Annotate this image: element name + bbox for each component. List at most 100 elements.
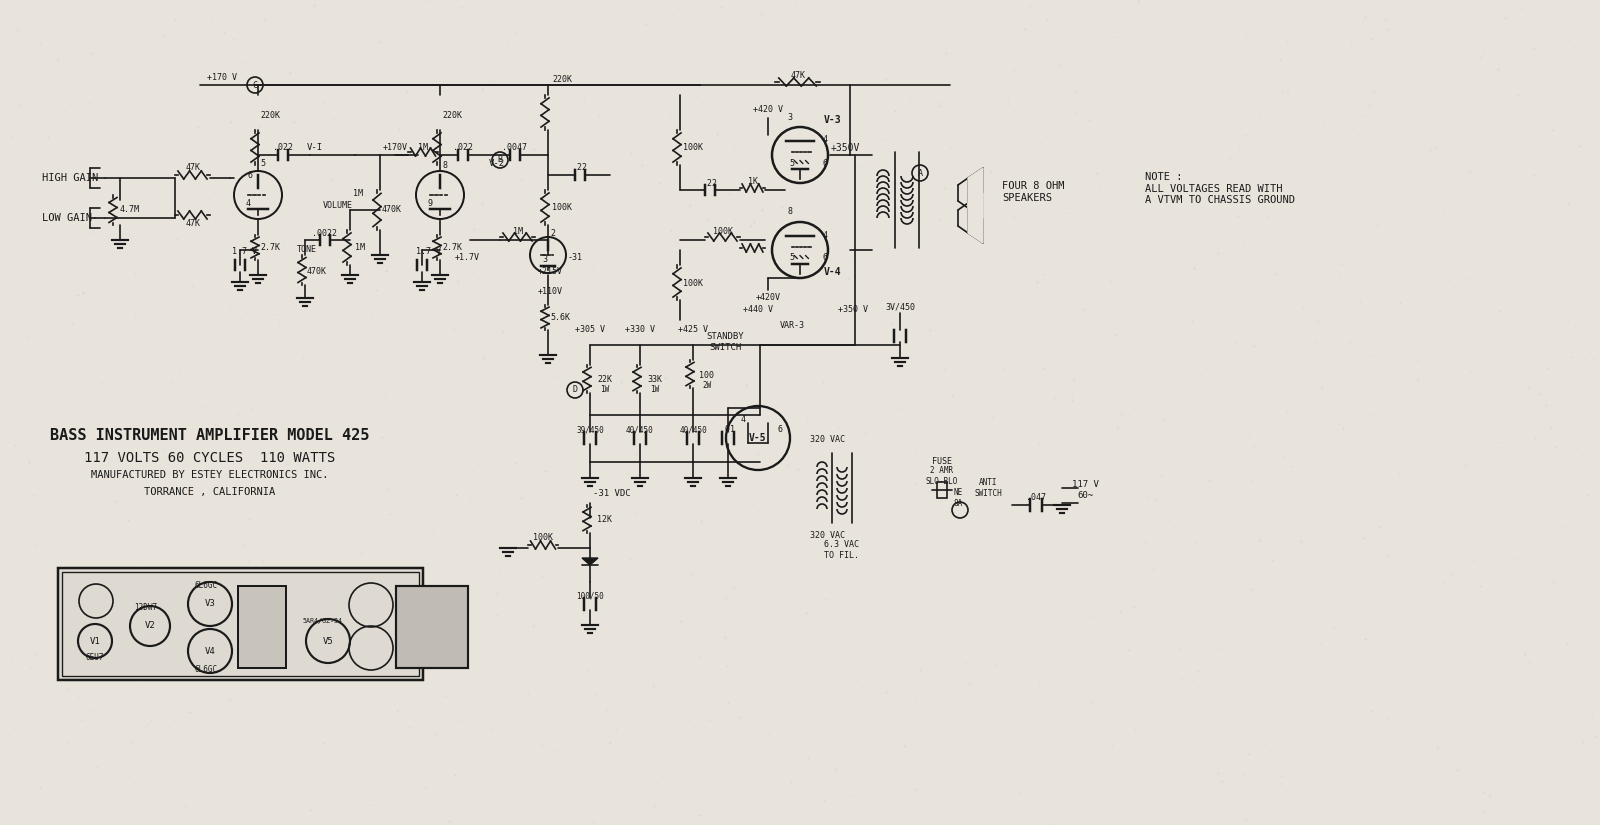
Text: 6L6GC: 6L6GC <box>195 666 218 675</box>
Text: 220K: 220K <box>442 111 462 120</box>
Text: 22K: 22K <box>597 375 613 384</box>
Text: +425 V: +425 V <box>678 326 707 334</box>
Text: -31: -31 <box>568 253 582 262</box>
Text: +330 V: +330 V <box>626 326 654 334</box>
Text: +170V: +170V <box>382 144 408 153</box>
Text: V4: V4 <box>205 647 216 656</box>
Text: 4: 4 <box>822 135 827 144</box>
Text: 5AR4/GZ-34: 5AR4/GZ-34 <box>302 618 342 624</box>
Text: 117 V
60~: 117 V 60~ <box>1072 480 1099 500</box>
Text: FOUR 8 OHM
SPEAKERS: FOUR 8 OHM SPEAKERS <box>1002 182 1064 203</box>
Text: 1M: 1M <box>355 243 365 252</box>
Text: 47K: 47K <box>186 219 200 229</box>
Bar <box>938 482 947 498</box>
Text: 1K: 1K <box>749 177 758 186</box>
Text: D: D <box>573 385 578 394</box>
Text: V5: V5 <box>323 637 333 645</box>
Text: 6: 6 <box>778 426 782 435</box>
Text: TONE: TONE <box>298 246 317 254</box>
Text: 320 VAC: 320 VAC <box>810 436 845 445</box>
Text: V3: V3 <box>205 600 216 609</box>
Text: .01: .01 <box>720 426 736 435</box>
Text: V-I: V-I <box>307 144 323 153</box>
Text: 5: 5 <box>789 158 795 167</box>
Text: 6EU7: 6EU7 <box>86 653 104 662</box>
Bar <box>62 572 419 676</box>
Text: V-5: V-5 <box>749 433 766 443</box>
Text: 1.7 V: 1.7 V <box>416 248 440 257</box>
Text: -31 VDC: -31 VDC <box>594 488 630 497</box>
Text: 8: 8 <box>443 161 448 169</box>
Text: .022: .022 <box>453 144 474 153</box>
Text: VAR-3: VAR-3 <box>779 320 805 329</box>
Text: 47K: 47K <box>790 70 805 79</box>
Text: 33K: 33K <box>648 375 662 384</box>
Text: A: A <box>917 168 923 177</box>
Text: .22: .22 <box>573 163 587 172</box>
Polygon shape <box>968 193 982 243</box>
Text: 9: 9 <box>427 199 432 208</box>
Text: V-2: V-2 <box>490 158 506 167</box>
Text: 3: 3 <box>787 112 792 121</box>
Text: +440 V: +440 V <box>742 305 773 314</box>
Text: .022: .022 <box>274 144 293 153</box>
Text: 2W: 2W <box>702 380 712 389</box>
Text: 220K: 220K <box>552 76 573 84</box>
Text: 100K: 100K <box>533 534 554 543</box>
Bar <box>58 568 422 680</box>
Text: +1.7V: +1.7V <box>454 252 480 262</box>
Text: ANTI
SWITCH: ANTI SWITCH <box>974 478 1002 497</box>
Text: 320 VAC: 320 VAC <box>810 531 845 540</box>
Text: 5: 5 <box>261 158 266 167</box>
Text: .0022: .0022 <box>312 229 338 238</box>
Text: C: C <box>253 81 258 89</box>
Text: BASS INSTRUMENT AMPLIFIER MODEL 425: BASS INSTRUMENT AMPLIFIER MODEL 425 <box>50 427 370 442</box>
Polygon shape <box>582 558 598 565</box>
Text: V-3: V-3 <box>824 115 842 125</box>
Text: 100K: 100K <box>714 228 733 237</box>
Text: 4: 4 <box>822 230 827 239</box>
Text: 100/50: 100/50 <box>576 592 603 601</box>
Text: +420 V: +420 V <box>754 106 782 115</box>
Text: +305 V: +305 V <box>574 326 605 334</box>
Text: .047: .047 <box>1026 493 1046 502</box>
Text: 117 VOLTS 60 CYCLES  110 WATTS: 117 VOLTS 60 CYCLES 110 WATTS <box>85 451 336 465</box>
Text: 4: 4 <box>741 416 746 425</box>
Text: 1.7 V: 1.7 V <box>232 248 258 257</box>
Text: 40/450: 40/450 <box>626 426 654 435</box>
Text: 12K: 12K <box>597 516 613 525</box>
Text: 40/450: 40/450 <box>678 426 707 435</box>
Text: .0047: .0047 <box>502 144 528 153</box>
Text: 1W: 1W <box>600 385 610 394</box>
Text: 4: 4 <box>245 199 251 208</box>
Text: 6.3 VAC
TO FIL.: 6.3 VAC TO FIL. <box>824 540 859 559</box>
Text: +215V: +215V <box>538 267 563 276</box>
Text: 3V/450: 3V/450 <box>885 303 915 312</box>
Text: +110V: +110V <box>538 287 563 296</box>
Text: 1M: 1M <box>354 188 363 197</box>
Text: .22: .22 <box>702 178 717 187</box>
Text: LOW GAIN: LOW GAIN <box>42 213 93 223</box>
Text: 6L6GC: 6L6GC <box>195 582 218 591</box>
Text: 5: 5 <box>789 253 795 262</box>
Text: HIGH GAIN: HIGH GAIN <box>42 173 98 183</box>
Polygon shape <box>968 168 982 218</box>
Text: 2 AMR
SLO-BLO: 2 AMR SLO-BLO <box>926 466 958 486</box>
Text: 39/450: 39/450 <box>576 426 603 435</box>
Text: NOTE :
ALL VOLTAGES READ WITH
A VTVM TO CHASSIS GROUND: NOTE : ALL VOLTAGES READ WITH A VTVM TO … <box>1146 172 1294 205</box>
Text: 2: 2 <box>550 229 555 238</box>
Text: V1: V1 <box>90 637 101 645</box>
Text: 6: 6 <box>822 253 827 262</box>
Text: 6: 6 <box>822 158 827 167</box>
Text: 100K: 100K <box>683 144 702 153</box>
Text: 1W: 1W <box>650 385 659 394</box>
Text: 8: 8 <box>787 208 792 216</box>
Text: V2: V2 <box>144 621 155 630</box>
Text: 100: 100 <box>699 370 715 380</box>
Text: 12DW7: 12DW7 <box>134 604 157 612</box>
Bar <box>238 586 286 668</box>
Text: 470K: 470K <box>382 205 402 215</box>
Text: TORRANCE , CALIFORNIA: TORRANCE , CALIFORNIA <box>144 487 275 497</box>
Text: 5.6K: 5.6K <box>550 314 570 323</box>
Text: FUSE: FUSE <box>931 458 952 466</box>
